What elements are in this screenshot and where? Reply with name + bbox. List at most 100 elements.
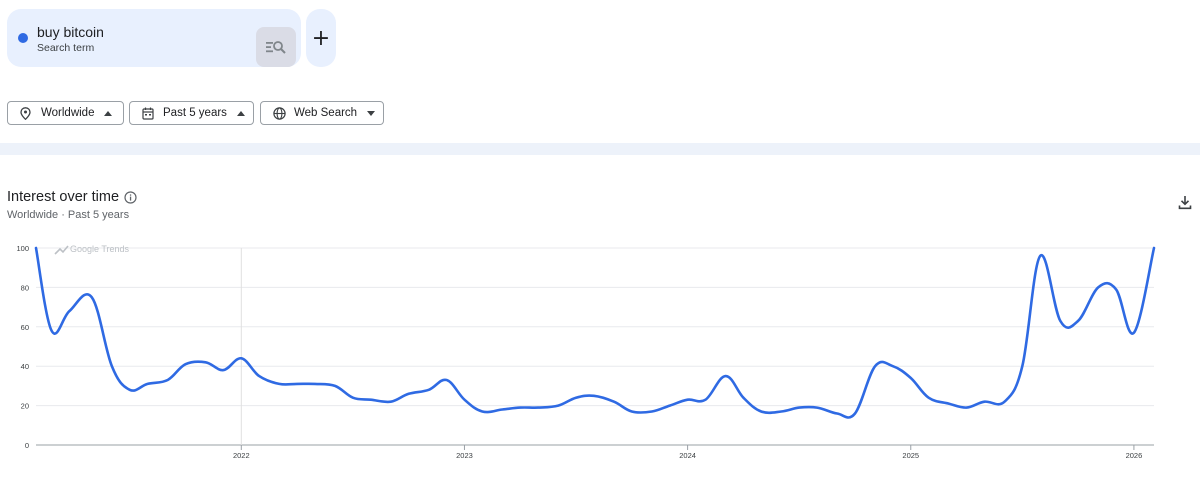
data-point (704, 398, 707, 401)
data-point (278, 383, 281, 385)
data-point (909, 377, 912, 379)
x-axis-ticks: 2022 2023 2024 2025 2026 (233, 445, 1142, 460)
data-point (965, 406, 968, 409)
search-type-filter-label: Web Search (294, 107, 358, 119)
data-point (854, 412, 856, 415)
series-color-dot (18, 33, 28, 43)
data-point (68, 310, 71, 312)
chart-series (34, 246, 1156, 419)
data-point (613, 400, 615, 403)
location-filter-label: Worldwide (41, 107, 95, 119)
data-point (651, 410, 653, 413)
data-point (296, 383, 298, 385)
x-tick-label: 2024 (679, 451, 696, 460)
data-point (780, 410, 783, 413)
data-point (90, 296, 93, 299)
data-point (1097, 286, 1100, 289)
calendar-icon (142, 107, 155, 120)
y-axis-ticks: 0 20 40 60 80 100 (16, 244, 29, 450)
data-point (686, 398, 689, 401)
time-range-filter[interactable]: Past 5 years (129, 101, 254, 125)
y-tick-label: 40 (21, 362, 29, 371)
data-point (222, 369, 225, 371)
time-range-filter-label: Past 5 years (163, 107, 227, 119)
x-tick-label: 2025 (902, 451, 919, 460)
data-point (445, 379, 448, 381)
data-point (947, 402, 950, 405)
x-tick-label: 2026 (1126, 451, 1143, 460)
compare-search-button[interactable] (256, 27, 296, 67)
data-point (407, 392, 410, 395)
data-point (668, 404, 671, 407)
data-point (760, 410, 763, 413)
search-term-name[interactable]: buy bitcoin (37, 24, 104, 40)
data-point (334, 385, 336, 387)
data-point (128, 388, 131, 391)
caret-up-icon (236, 110, 245, 116)
y-tick-label: 60 (21, 323, 29, 332)
y-tick-label: 0 (25, 441, 29, 450)
panel-title: Interest over time (7, 189, 120, 205)
compare-search-icon (266, 41, 286, 54)
data-point (184, 363, 187, 366)
data-point (742, 396, 745, 399)
plus-icon: + (311, 25, 331, 51)
globe-icon (273, 106, 286, 120)
google-trends-watermark: Google Trends (54, 244, 130, 255)
data-point (1059, 320, 1062, 322)
data-point (427, 388, 430, 391)
search-type-filter[interactable]: Web Search (260, 101, 384, 125)
download-icon[interactable] (1178, 195, 1192, 210)
location-pin-icon (20, 106, 33, 120)
data-point (481, 410, 484, 413)
data-point (1077, 320, 1079, 322)
data-point (389, 400, 392, 403)
add-comparison-button[interactable]: + (306, 9, 336, 67)
data-point (983, 400, 986, 403)
data-point (519, 406, 522, 409)
data-point (798, 406, 801, 409)
info-icon[interactable] (124, 191, 137, 204)
data-point (146, 383, 149, 385)
data-point (352, 396, 354, 399)
data-point (630, 410, 633, 413)
data-point (927, 396, 930, 399)
series-line (34, 246, 1156, 419)
y-tick-label: 100 (16, 244, 29, 253)
data-point (892, 365, 894, 368)
data-point (724, 375, 727, 377)
data-point (258, 375, 261, 377)
data-point (166, 379, 169, 381)
data-point (557, 404, 560, 407)
search-term-type: Search term (37, 42, 95, 54)
data-point (111, 365, 113, 368)
data-point (836, 412, 838, 415)
data-point (1003, 400, 1006, 403)
x-tick-label: 2022 (233, 451, 250, 460)
caret-up-icon (104, 110, 113, 116)
panel-subtitle: Worldwide · Past 5 years (7, 209, 130, 221)
data-point (1153, 247, 1155, 249)
data-point (1021, 365, 1024, 368)
x-tick-label: 2023 (456, 451, 473, 460)
data-point (204, 361, 207, 364)
data-point (369, 398, 372, 401)
watermark-text: Google Trends (70, 244, 130, 254)
y-tick-label: 80 (21, 283, 29, 292)
section-divider-band (0, 143, 1200, 155)
data-point (575, 396, 577, 399)
data-point (314, 383, 316, 385)
data-point (593, 394, 595, 397)
y-tick-label: 20 (21, 402, 29, 411)
data-point (240, 357, 243, 360)
search-term-card[interactable]: buy bitcoin Search term (7, 9, 301, 67)
data-point (1115, 288, 1117, 291)
chart-gridlines (36, 247, 1154, 446)
data-point (874, 365, 876, 368)
location-filter[interactable]: Worldwide (7, 101, 124, 125)
data-point (35, 247, 37, 249)
data-point (50, 329, 53, 332)
data-point (1039, 255, 1042, 257)
data-point (1133, 331, 1135, 334)
